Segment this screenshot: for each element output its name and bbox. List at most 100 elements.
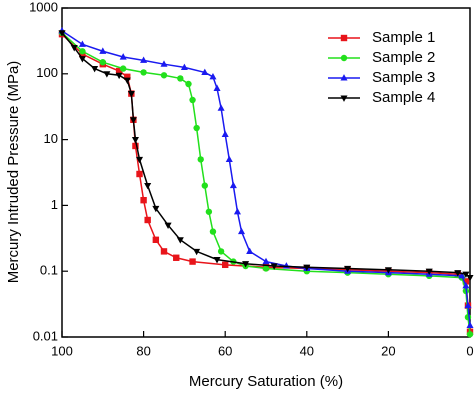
plot-frame [61,7,471,338]
data-point [233,207,241,215]
data-point [462,271,470,279]
data-point [454,270,462,277]
data-point [103,71,111,78]
data-point [136,156,144,164]
data-point [115,67,123,75]
legend-marker [340,95,348,102]
data-point [99,59,107,66]
data-point [160,248,168,255]
data-point [466,331,474,338]
data-point [129,117,137,124]
data-point [189,96,196,104]
data-point [136,170,143,178]
data-point [140,56,148,63]
data-point [466,275,474,282]
data-point [262,257,270,265]
data-point [193,248,201,256]
data-point [91,66,99,73]
data-point [160,60,168,67]
data-point [152,236,160,244]
data-point [303,264,311,272]
data-point [164,222,172,230]
legend-label: Sample 2 [372,49,435,66]
data-point [131,137,139,144]
data-point [458,272,466,279]
data-point [222,261,229,269]
data-point [173,254,180,261]
data-point [180,63,188,70]
data-point [213,257,221,264]
legend-label: Sample 3 [372,69,435,86]
data-point [344,265,352,273]
legend-label: Sample 1 [372,29,435,46]
data-point [152,205,160,213]
data-point [127,91,135,98]
data-point [466,321,474,328]
data-point [197,156,204,163]
data-point [99,47,107,54]
legend-label: Sample 4 [372,89,435,106]
data-point [462,281,470,289]
data-point [205,208,213,215]
data-point [140,196,147,204]
data-point [229,181,237,189]
data-point [464,313,472,321]
x-axis-title: Mercury Saturation (%) [189,373,343,390]
x-tick-label: 60 [218,343,232,358]
data-point [70,45,78,52]
data-point [140,69,147,76]
data-point [193,124,200,132]
data-point [209,228,217,235]
data-point [119,53,127,60]
data-point [185,80,192,88]
y-tick-label: 100 [36,65,58,80]
x-tick-label: 40 [300,343,314,358]
data-point [262,265,270,272]
data-point [201,182,208,189]
data-point [78,40,86,47]
y-tick-label: 1 [51,197,58,212]
data-point [58,30,66,37]
legend-marker [340,74,348,81]
data-point [123,77,131,85]
data-point [189,258,196,265]
data-point [176,237,184,244]
data-point [209,72,217,80]
x-tick-label: 80 [136,343,150,358]
y-tick-label: 0.1 [40,263,58,278]
data-point [124,73,131,81]
data-point [177,75,184,82]
y-axis-title: Mercury Intruded Pressure (MPa) [5,61,22,284]
series-line [61,32,471,279]
data-point [160,72,168,79]
data-point [144,183,152,190]
data-point [120,65,127,72]
data-point [225,155,233,162]
data-point [270,263,278,270]
y-tick-label: 0.01 [33,328,58,343]
data-point [79,48,86,55]
data-point [201,68,209,75]
data-point [425,268,433,276]
data-point [238,227,246,235]
data-point [78,56,86,63]
data-point [132,142,139,150]
x-tick-label: 100 [51,343,73,358]
data-point [384,267,392,274]
data-point [217,104,225,111]
data-point [115,72,123,80]
series-line [61,32,471,335]
y-tick-label: 10 [44,131,58,146]
x-tick-label: 20 [381,343,395,358]
data-point [144,216,151,224]
x-tick-label: 0 [466,343,473,358]
data-point [221,130,229,137]
legend-marker [340,34,348,42]
y-tick-label: 1000 [29,0,58,14]
legend-marker [340,54,348,62]
data-point [464,301,472,309]
data-point [242,261,250,268]
data-point [217,248,225,255]
data-point [246,247,254,254]
